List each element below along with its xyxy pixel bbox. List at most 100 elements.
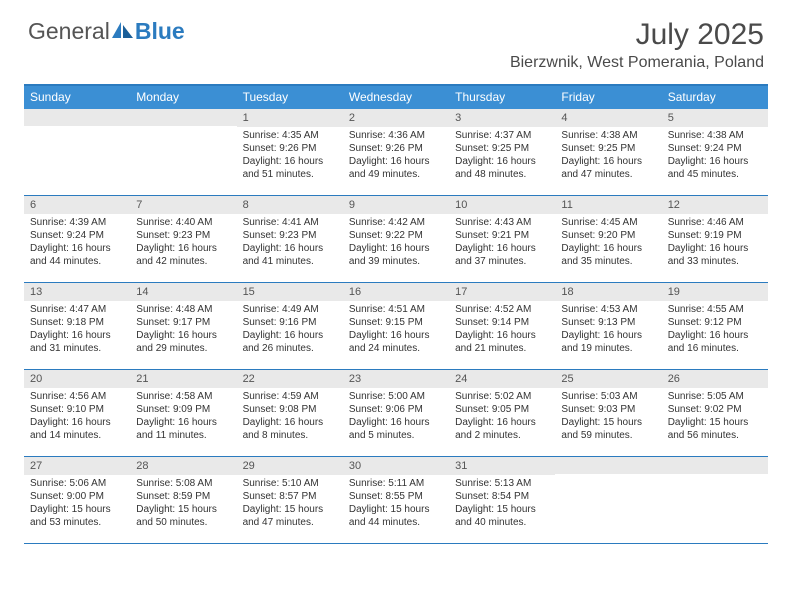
- day-header: Saturday: [662, 86, 768, 109]
- daylight-text: and 21 minutes.: [455, 342, 549, 355]
- daylight-text: Daylight: 16 hours: [668, 329, 762, 342]
- sunrise-text: Sunrise: 4:55 AM: [668, 303, 762, 316]
- day-body: Sunrise: 4:48 AMSunset: 9:17 PMDaylight:…: [130, 301, 236, 359]
- sunset-text: Sunset: 9:26 PM: [243, 142, 337, 155]
- daylight-text: and 2 minutes.: [455, 429, 549, 442]
- day-number: 9: [343, 196, 449, 214]
- day-body: Sunrise: 5:06 AMSunset: 9:00 PMDaylight:…: [24, 475, 130, 533]
- daylight-text: and 14 minutes.: [30, 429, 124, 442]
- sunset-text: Sunset: 9:20 PM: [561, 229, 655, 242]
- day-body: Sunrise: 4:46 AMSunset: 9:19 PMDaylight:…: [662, 214, 768, 272]
- sunset-text: Sunset: 9:10 PM: [30, 403, 124, 416]
- day-body: Sunrise: 5:11 AMSunset: 8:55 PMDaylight:…: [343, 475, 449, 533]
- daylight-text: and 56 minutes.: [668, 429, 762, 442]
- day-cell: 30Sunrise: 5:11 AMSunset: 8:55 PMDayligh…: [343, 457, 449, 543]
- calendar: Sunday Monday Tuesday Wednesday Thursday…: [24, 84, 768, 544]
- daylight-text: and 41 minutes.: [243, 255, 337, 268]
- sunrise-text: Sunrise: 4:41 AM: [243, 216, 337, 229]
- day-cell: 31Sunrise: 5:13 AMSunset: 8:54 PMDayligh…: [449, 457, 555, 543]
- day-cell: 18Sunrise: 4:53 AMSunset: 9:13 PMDayligh…: [555, 283, 661, 369]
- sunset-text: Sunset: 9:25 PM: [561, 142, 655, 155]
- sunset-text: Sunset: 9:14 PM: [455, 316, 549, 329]
- sunset-text: Sunset: 9:24 PM: [668, 142, 762, 155]
- sunrise-text: Sunrise: 4:42 AM: [349, 216, 443, 229]
- sunset-text: Sunset: 8:55 PM: [349, 490, 443, 503]
- sunset-text: Sunset: 9:02 PM: [668, 403, 762, 416]
- day-body: Sunrise: 5:08 AMSunset: 8:59 PMDaylight:…: [130, 475, 236, 533]
- daylight-text: Daylight: 15 hours: [30, 503, 124, 516]
- sunset-text: Sunset: 8:54 PM: [455, 490, 549, 503]
- day-cell: 11Sunrise: 4:45 AMSunset: 9:20 PMDayligh…: [555, 196, 661, 282]
- day-body: Sunrise: 5:10 AMSunset: 8:57 PMDaylight:…: [237, 475, 343, 533]
- sunset-text: Sunset: 9:18 PM: [30, 316, 124, 329]
- daylight-text: Daylight: 16 hours: [455, 329, 549, 342]
- month-title: July 2025: [510, 18, 764, 52]
- sunset-text: Sunset: 9:25 PM: [455, 142, 549, 155]
- sunrise-text: Sunrise: 4:45 AM: [561, 216, 655, 229]
- sunset-text: Sunset: 9:12 PM: [668, 316, 762, 329]
- day-body: Sunrise: 4:42 AMSunset: 9:22 PMDaylight:…: [343, 214, 449, 272]
- day-number: 24: [449, 370, 555, 388]
- day-number: 2: [343, 109, 449, 127]
- day-body: Sunrise: 4:58 AMSunset: 9:09 PMDaylight:…: [130, 388, 236, 446]
- day-body: Sunrise: 5:05 AMSunset: 9:02 PMDaylight:…: [662, 388, 768, 446]
- day-cell: 1Sunrise: 4:35 AMSunset: 9:26 PMDaylight…: [237, 109, 343, 195]
- day-body: [555, 474, 661, 480]
- week-row: 27Sunrise: 5:06 AMSunset: 9:00 PMDayligh…: [24, 457, 768, 544]
- day-body: Sunrise: 5:03 AMSunset: 9:03 PMDaylight:…: [555, 388, 661, 446]
- day-cell: 22Sunrise: 4:59 AMSunset: 9:08 PMDayligh…: [237, 370, 343, 456]
- daylight-text: Daylight: 16 hours: [455, 155, 549, 168]
- day-body: Sunrise: 4:47 AMSunset: 9:18 PMDaylight:…: [24, 301, 130, 359]
- day-cell: 12Sunrise: 4:46 AMSunset: 9:19 PMDayligh…: [662, 196, 768, 282]
- day-number: 27: [24, 457, 130, 475]
- sunrise-text: Sunrise: 4:35 AM: [243, 129, 337, 142]
- sunrise-text: Sunrise: 4:48 AM: [136, 303, 230, 316]
- day-body: Sunrise: 5:00 AMSunset: 9:06 PMDaylight:…: [343, 388, 449, 446]
- day-number: 21: [130, 370, 236, 388]
- daylight-text: Daylight: 15 hours: [243, 503, 337, 516]
- day-number: 19: [662, 283, 768, 301]
- daylight-text: and 31 minutes.: [30, 342, 124, 355]
- sunrise-text: Sunrise: 5:00 AM: [349, 390, 443, 403]
- daylight-text: and 29 minutes.: [136, 342, 230, 355]
- sunset-text: Sunset: 9:15 PM: [349, 316, 443, 329]
- day-cell: 15Sunrise: 4:49 AMSunset: 9:16 PMDayligh…: [237, 283, 343, 369]
- day-number: [24, 109, 130, 126]
- day-cell: 9Sunrise: 4:42 AMSunset: 9:22 PMDaylight…: [343, 196, 449, 282]
- header: General Blue July 2025 Bierzwnik, West P…: [0, 0, 792, 76]
- day-cell: [555, 457, 661, 543]
- day-number: 25: [555, 370, 661, 388]
- day-number: 4: [555, 109, 661, 127]
- daylight-text: and 19 minutes.: [561, 342, 655, 355]
- daylight-text: Daylight: 16 hours: [243, 155, 337, 168]
- sunrise-text: Sunrise: 4:52 AM: [455, 303, 549, 316]
- day-body: Sunrise: 4:59 AMSunset: 9:08 PMDaylight:…: [237, 388, 343, 446]
- day-number: 10: [449, 196, 555, 214]
- sunrise-text: Sunrise: 5:11 AM: [349, 477, 443, 490]
- day-body: Sunrise: 4:49 AMSunset: 9:16 PMDaylight:…: [237, 301, 343, 359]
- sunset-text: Sunset: 9:06 PM: [349, 403, 443, 416]
- day-body: Sunrise: 4:40 AMSunset: 9:23 PMDaylight:…: [130, 214, 236, 272]
- day-cell: [24, 109, 130, 195]
- sunrise-text: Sunrise: 5:10 AM: [243, 477, 337, 490]
- sunrise-text: Sunrise: 4:46 AM: [668, 216, 762, 229]
- day-body: Sunrise: 4:38 AMSunset: 9:24 PMDaylight:…: [662, 127, 768, 185]
- sunrise-text: Sunrise: 4:51 AM: [349, 303, 443, 316]
- sunset-text: Sunset: 9:22 PM: [349, 229, 443, 242]
- sunrise-text: Sunrise: 4:38 AM: [668, 129, 762, 142]
- sunrise-text: Sunrise: 5:03 AM: [561, 390, 655, 403]
- sunrise-text: Sunrise: 4:40 AM: [136, 216, 230, 229]
- sunset-text: Sunset: 9:05 PM: [455, 403, 549, 416]
- day-cell: 5Sunrise: 4:38 AMSunset: 9:24 PMDaylight…: [662, 109, 768, 195]
- sunrise-text: Sunrise: 4:53 AM: [561, 303, 655, 316]
- sunrise-text: Sunrise: 5:08 AM: [136, 477, 230, 490]
- week-row: 13Sunrise: 4:47 AMSunset: 9:18 PMDayligh…: [24, 283, 768, 370]
- daylight-text: and 37 minutes.: [455, 255, 549, 268]
- day-number: [130, 109, 236, 126]
- daylight-text: Daylight: 16 hours: [349, 155, 443, 168]
- day-number: 5: [662, 109, 768, 127]
- day-cell: 4Sunrise: 4:38 AMSunset: 9:25 PMDaylight…: [555, 109, 661, 195]
- sunrise-text: Sunrise: 4:37 AM: [455, 129, 549, 142]
- day-body: [662, 474, 768, 480]
- sunrise-text: Sunrise: 4:59 AM: [243, 390, 337, 403]
